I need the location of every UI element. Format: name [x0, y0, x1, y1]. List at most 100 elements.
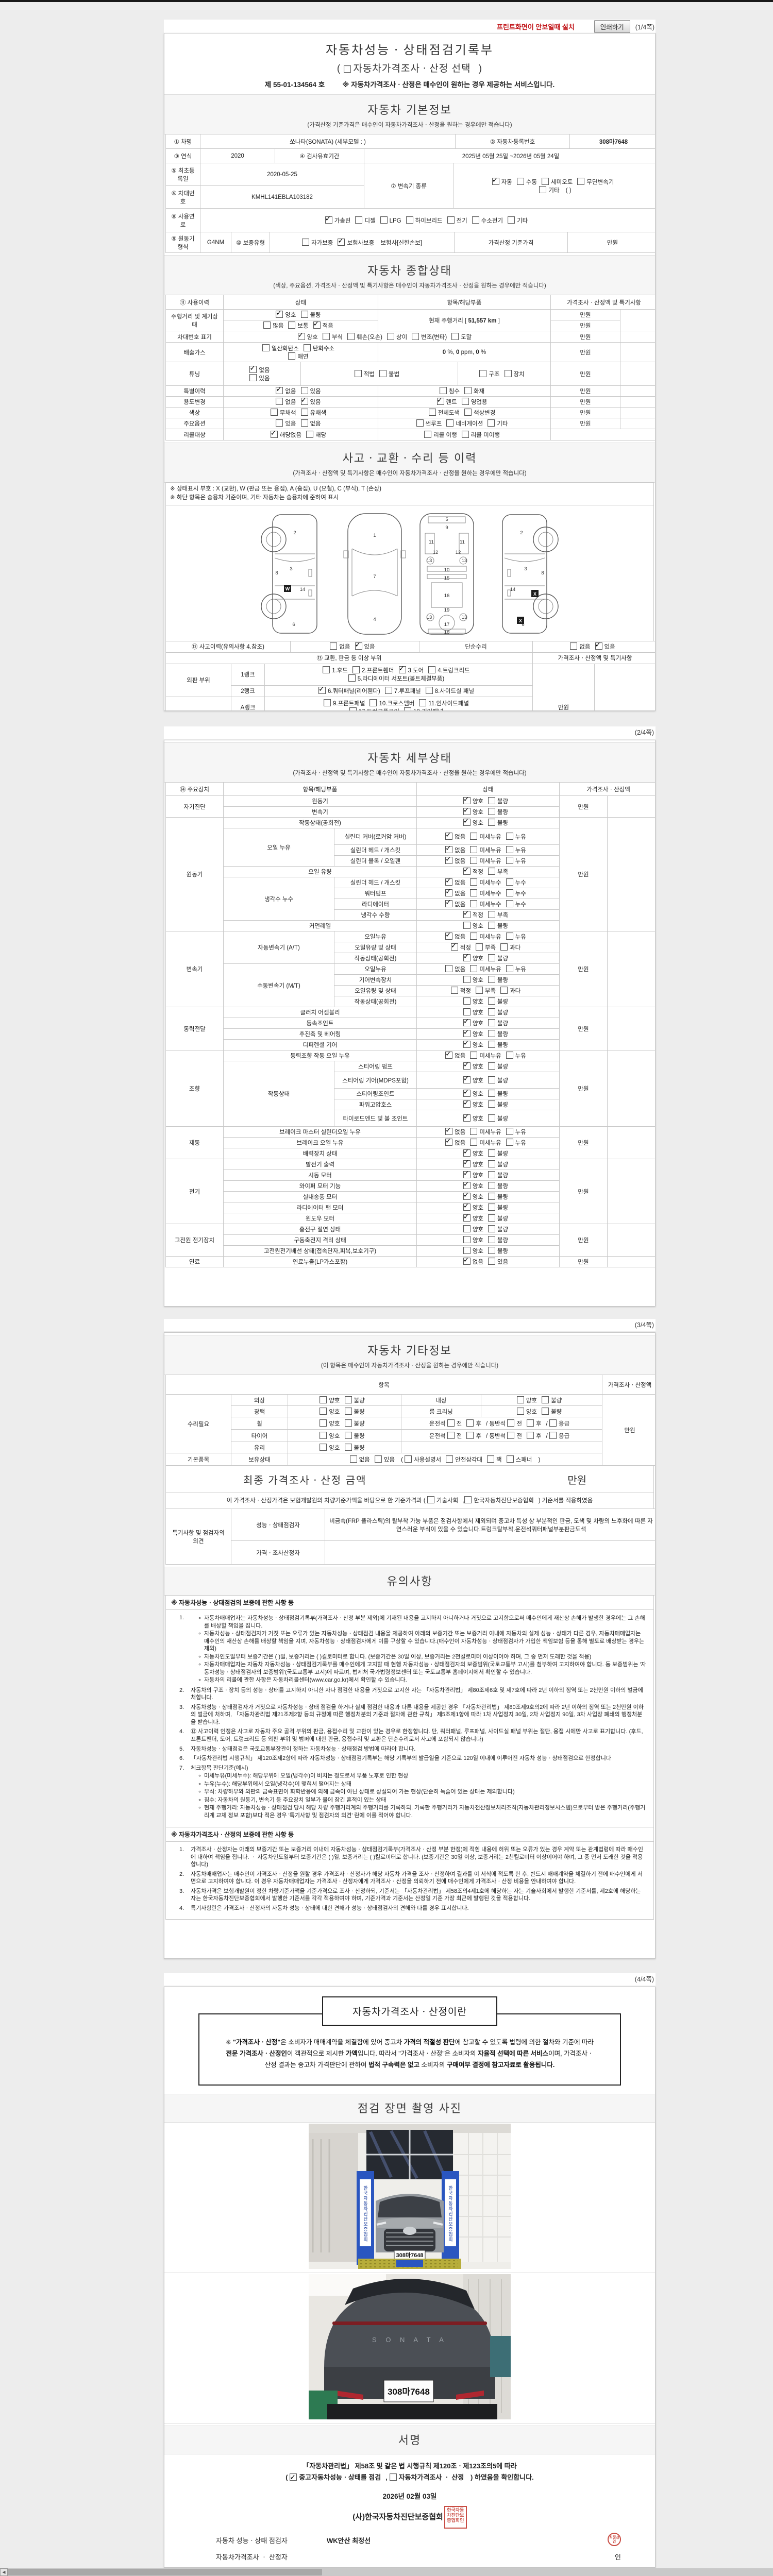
form-field-cell[interactable]: 없음 미세누수 누수	[416, 899, 560, 910]
checkbox[interactable]	[464, 1496, 472, 1503]
checkbox[interactable]	[447, 216, 455, 224]
checkbox[interactable]	[463, 1062, 470, 1070]
checkbox[interactable]	[384, 687, 392, 694]
checkbox[interactable]	[526, 1431, 534, 1439]
checkbox[interactable]	[313, 321, 321, 329]
checkbox-option[interactable]: 불량	[488, 976, 508, 984]
checkbox[interactable]	[488, 1030, 495, 1037]
checkbox-option[interactable]: 미세누수	[470, 878, 501, 887]
checkbox-option[interactable]: 양호	[320, 1419, 340, 1428]
checkbox[interactable]	[428, 666, 436, 673]
checkbox[interactable]	[488, 1100, 495, 1108]
checkbox-option[interactable]: 기타	[488, 419, 508, 428]
checkbox-option[interactable]: 없음	[445, 1138, 465, 1147]
form-field-cell[interactable]: 양호 불량	[288, 1442, 401, 1453]
checkbox-option[interactable]: 적정	[463, 910, 483, 919]
checkbox-option[interactable]: 불량	[344, 1396, 365, 1404]
scroll-left-arrow[interactable]: ◀	[0, 2568, 8, 2576]
form-field-cell[interactable]: 양호 불량	[416, 1202, 560, 1213]
checkbox[interactable]	[419, 699, 427, 706]
form-field-cell[interactable]: 양호 불량	[416, 996, 560, 1007]
checkbox[interactable]	[516, 1407, 524, 1415]
checkbox[interactable]	[542, 1396, 549, 1403]
checkbox[interactable]	[488, 1062, 495, 1070]
checkbox[interactable]	[500, 987, 508, 994]
checkbox[interactable]	[270, 430, 278, 438]
form-field-cell[interactable]: 있음 없음	[223, 418, 379, 429]
checkbox[interactable]	[463, 807, 470, 815]
checkbox-option[interactable]: 색상변경	[464, 409, 495, 417]
checkbox[interactable]	[488, 1008, 495, 1015]
checkbox[interactable]	[504, 369, 512, 377]
checkbox-option[interactable]: 8.사이드실 패널	[425, 687, 474, 695]
checkbox-option[interactable]: 누유	[506, 846, 526, 854]
checkbox[interactable]	[463, 1019, 470, 1026]
checkbox[interactable]	[506, 1455, 514, 1463]
checkbox-option[interactable]: 양호	[276, 310, 296, 319]
checkbox-option[interactable]: 리콜 미이행	[461, 430, 500, 439]
checkbox-option[interactable]: 없음	[445, 965, 465, 973]
checkbox[interactable]	[488, 1193, 495, 1200]
checkbox[interactable]	[463, 976, 470, 983]
checkbox-option[interactable]: 있음	[488, 1258, 508, 1266]
checkbox-option[interactable]: 불량	[488, 1090, 508, 1098]
form-field-cell[interactable]: 양호 불량	[416, 1099, 560, 1110]
checkbox[interactable]	[470, 1128, 478, 1135]
form-field-cell[interactable]: 렌트 영업용	[378, 396, 551, 408]
checkbox[interactable]	[447, 1419, 455, 1427]
checkbox-option[interactable]: 기타	[539, 185, 560, 194]
checkbox[interactable]	[466, 1431, 474, 1439]
checkbox[interactable]	[488, 922, 495, 929]
checkbox-option[interactable]: 미세누유	[470, 933, 501, 941]
form-field-cell[interactable]: 양호 불량	[416, 1018, 560, 1029]
checkbox[interactable]	[338, 236, 345, 246]
checkbox-option[interactable]: 미세누유	[470, 832, 501, 841]
checkbox[interactable]	[488, 1041, 495, 1048]
form-field-cell[interactable]: 양호 불량	[416, 1224, 560, 1235]
checkbox-option[interactable]: 양호	[463, 1074, 483, 1084]
checkbox-option[interactable]: 9.프론트패널	[323, 699, 365, 707]
checkbox-option[interactable]: 양호	[463, 1236, 483, 1244]
checkbox[interactable]	[508, 216, 515, 224]
checkbox[interactable]	[488, 419, 495, 427]
form-field-cell[interactable]: 없음 미세누수 누수	[416, 888, 560, 899]
checkbox-option[interactable]: 10.크로스멤버	[369, 699, 414, 707]
form-field-cell[interactable]: 없음 미세누수 누수	[416, 877, 560, 888]
checkbox[interactable]	[542, 1407, 549, 1415]
checkbox[interactable]	[398, 664, 406, 673]
checkbox-option[interactable]: 없음	[330, 642, 350, 651]
form-field-cell[interactable]: 없음 미세누유 누유	[416, 1050, 560, 1061]
form-field-cell[interactable]: 일산화탄소 탄화수소 매연	[223, 342, 379, 362]
form-field-cell[interactable]: 구조 장치	[458, 362, 551, 386]
form-field-cell[interactable]: 양호 불량	[416, 1234, 560, 1246]
checkbox-option[interactable]: 일산화탄소	[262, 344, 299, 352]
checkbox-option[interactable]: 중고자동차성능ㆍ상태를 점검	[290, 2471, 381, 2484]
checkbox-option[interactable]: 양호	[463, 1247, 483, 1255]
checkbox-option[interactable]: 양호	[297, 332, 318, 341]
checkbox-option[interactable]: 3.도어	[398, 664, 424, 674]
checkbox[interactable]	[488, 1019, 495, 1026]
checkbox[interactable]	[300, 311, 308, 318]
checkbox[interactable]	[412, 332, 419, 340]
checkbox-option[interactable]: 없음	[445, 889, 465, 897]
checkbox-option[interactable]: 있음	[355, 641, 375, 651]
checkbox-option[interactable]: 불량	[344, 1431, 365, 1440]
checkbox[interactable]	[463, 1112, 470, 1122]
checkbox-option[interactable]: 세미오토	[542, 177, 573, 186]
checkbox-option[interactable]: 불량	[488, 1008, 508, 1016]
checkbox-option[interactable]: 사용설명서	[405, 1455, 441, 1464]
checkbox-option[interactable]: 1.후드	[323, 666, 348, 674]
checkbox-option[interactable]: 응급	[549, 1431, 569, 1440]
checkbox-option[interactable]: 양호	[463, 1181, 483, 1190]
form-field-cell[interactable]: 침수 화재	[378, 385, 551, 397]
checkbox[interactable]	[516, 177, 524, 185]
checkbox-option[interactable]: 미세누유	[470, 1139, 501, 1147]
checkbox-option[interactable]: 적정	[450, 987, 471, 995]
checkbox[interactable]	[488, 1149, 495, 1157]
checkbox-option[interactable]: 가솔린	[325, 214, 350, 225]
checkbox[interactable]	[389, 2473, 397, 2481]
checkbox[interactable]	[445, 1127, 453, 1135]
checkbox-option[interactable]: 누유	[506, 965, 526, 973]
checkbox[interactable]	[475, 987, 483, 994]
